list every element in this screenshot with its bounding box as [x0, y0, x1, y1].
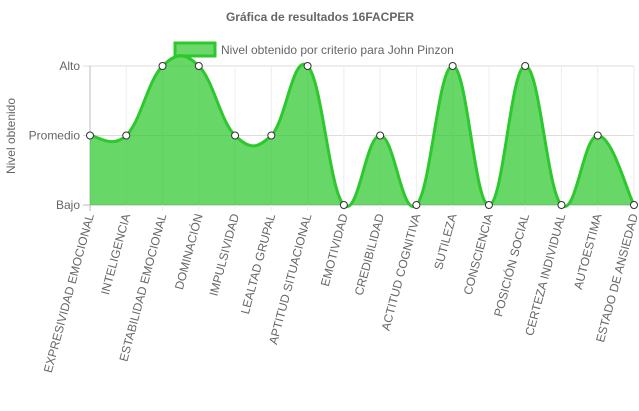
point [376, 131, 385, 140]
point [484, 201, 493, 209]
point [630, 201, 638, 209]
point [122, 131, 131, 140]
point [339, 201, 348, 209]
point [412, 201, 421, 209]
x-tick-label: POSICIÓN SOCIAL [490, 212, 532, 319]
point [593, 131, 602, 140]
legend-swatch [173, 41, 217, 58]
x-tick-label: AUTOESTIMA [571, 212, 605, 291]
x-tick-label: IMPULSIVIDAD [207, 212, 243, 298]
x-tick-label: CERTEZA INDIVIDUAL [522, 212, 568, 337]
point [86, 131, 94, 140]
x-tick-label: LEALTAD GRUPAL [238, 212, 278, 316]
y-tick-label: Alto [59, 59, 80, 73]
x-tick-label: CREDIBILIDAD [352, 212, 387, 297]
x-tick-label: DOMINACIÓN [171, 212, 206, 291]
point [303, 62, 312, 70]
legend-label: Nivel obtenido por criterio para John Pi… [221, 43, 454, 57]
point [158, 62, 167, 70]
area [90, 55, 634, 207]
point [267, 131, 276, 140]
point [557, 201, 566, 209]
x-tick-label: ACTITUD COGNITIVA [379, 212, 424, 332]
point [194, 62, 203, 70]
point [448, 62, 457, 70]
x-tick-label: CONSCIENCIA [461, 212, 496, 296]
y-axis-label: Nivel obtenido [4, 98, 18, 174]
x-tick-label: EMOTIVIDAD [318, 212, 351, 288]
chart-title: Gráfica de resultados 16FACPER [226, 10, 414, 24]
y-tick-label: Bajo [56, 198, 80, 212]
y-tick-label: Promedio [29, 129, 81, 143]
point [231, 131, 240, 140]
x-tick-label: EXPRESIVIDAD EMOCIONAL [41, 212, 97, 374]
x-tick-label: SUTILEZA [431, 212, 459, 271]
x-tick-label: INTELIGENCIA [98, 212, 133, 296]
point [521, 62, 530, 70]
